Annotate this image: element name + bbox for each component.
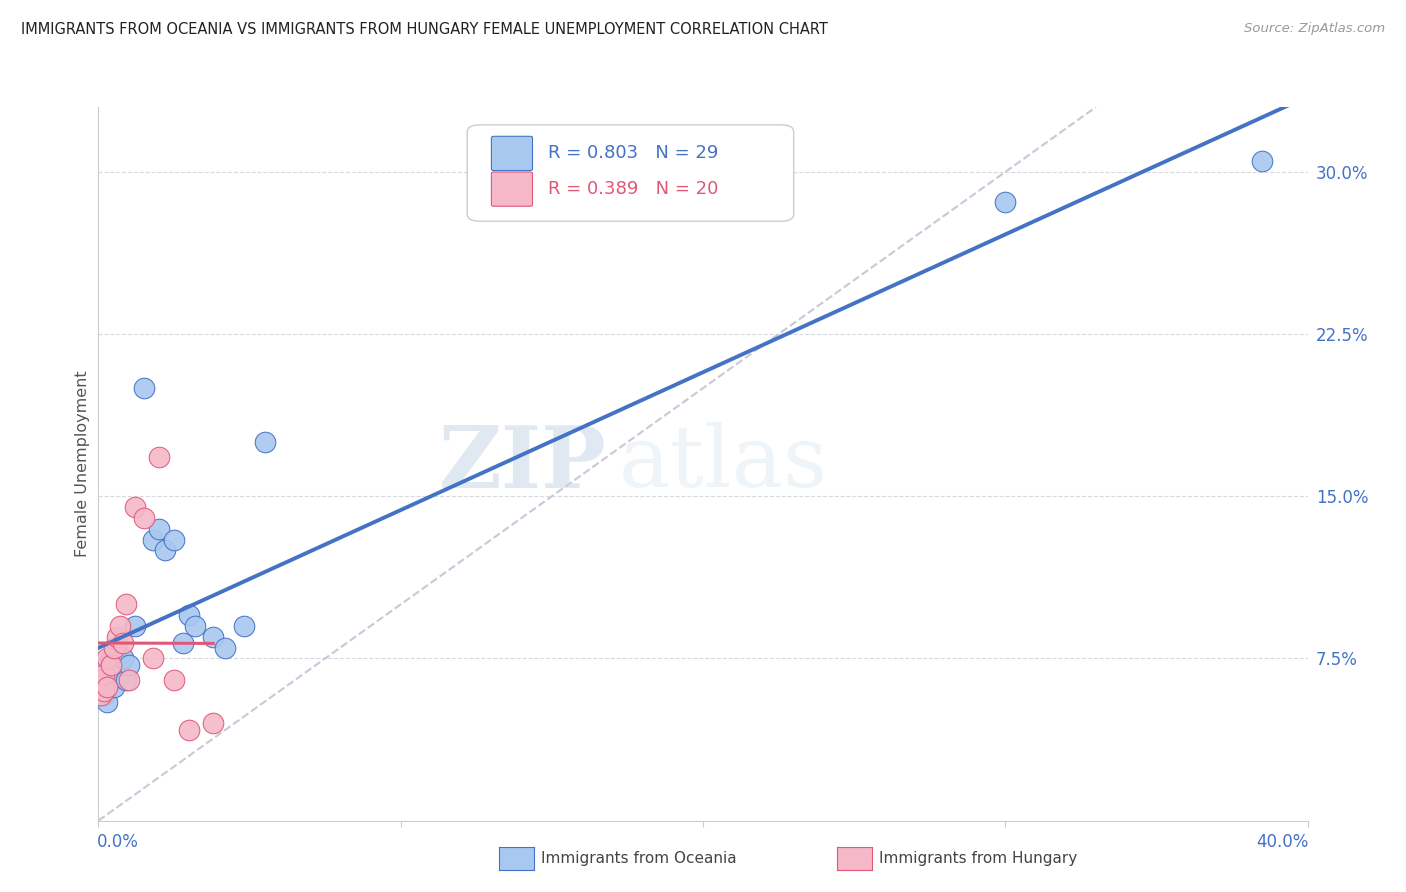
Point (142, 533, 165, 547)
Point (108, 666, 131, 681)
Point (90, 673, 112, 687)
Point (93, 666, 115, 681)
Point (96, 657, 118, 672)
Text: Immigrants from Oceania: Immigrants from Oceania (541, 852, 737, 866)
Point (153, 543, 176, 558)
Point (142, 651, 165, 665)
Point (253, 435, 276, 450)
Point (148, 450, 170, 465)
Text: R = 0.389   N = 20: R = 0.389 N = 20 (548, 180, 718, 198)
Point (114, 673, 136, 687)
Point (90, 688, 112, 702)
Point (96, 680, 118, 694)
Point (100, 651, 122, 665)
Point (124, 500, 146, 514)
Text: 40.0%: 40.0% (1257, 833, 1309, 852)
Point (111, 636, 134, 650)
Point (114, 598, 136, 612)
Point (994, 195, 1017, 210)
Point (93, 666, 115, 681)
Point (184, 619, 207, 633)
Point (103, 680, 125, 694)
Point (124, 619, 146, 633)
Text: IMMIGRANTS FROM OCEANIA VS IMMIGRANTS FROM HUNGARY FEMALE UNEMPLOYMENT CORRELATI: IMMIGRANTS FROM OCEANIA VS IMMIGRANTS FR… (21, 22, 828, 37)
Point (105, 630, 128, 644)
Point (118, 657, 141, 672)
Point (90, 684, 112, 698)
Point (214, 640, 236, 655)
Text: Source: ZipAtlas.com: Source: ZipAtlas.com (1244, 22, 1385, 36)
Point (163, 533, 186, 547)
Point (111, 651, 134, 665)
Point (118, 673, 141, 687)
Point (1251, 154, 1274, 169)
Point (100, 673, 122, 687)
FancyBboxPatch shape (492, 136, 533, 170)
Point (179, 723, 201, 737)
Point (172, 636, 194, 650)
Point (163, 673, 186, 687)
FancyBboxPatch shape (492, 172, 533, 206)
Point (132, 381, 155, 395)
Point (179, 608, 201, 623)
Point (96, 651, 118, 665)
Point (108, 619, 131, 633)
Point (93, 684, 115, 698)
Point (103, 640, 125, 655)
Point (93, 688, 115, 702)
Point (202, 716, 225, 731)
Point (132, 511, 155, 525)
Point (202, 630, 225, 644)
Text: R = 0.803   N = 29: R = 0.803 N = 29 (548, 145, 718, 162)
Point (232, 619, 254, 633)
Text: atlas: atlas (619, 422, 828, 506)
Y-axis label: Female Unemployment: Female Unemployment (75, 370, 90, 558)
Point (105, 640, 128, 655)
Text: ZIP: ZIP (439, 422, 606, 506)
Point (96, 695, 118, 709)
FancyBboxPatch shape (467, 125, 793, 221)
Point (103, 662, 125, 676)
Text: 0.0%: 0.0% (97, 833, 139, 852)
Point (100, 657, 122, 672)
Text: Immigrants from Hungary: Immigrants from Hungary (879, 852, 1077, 866)
Point (148, 522, 170, 536)
